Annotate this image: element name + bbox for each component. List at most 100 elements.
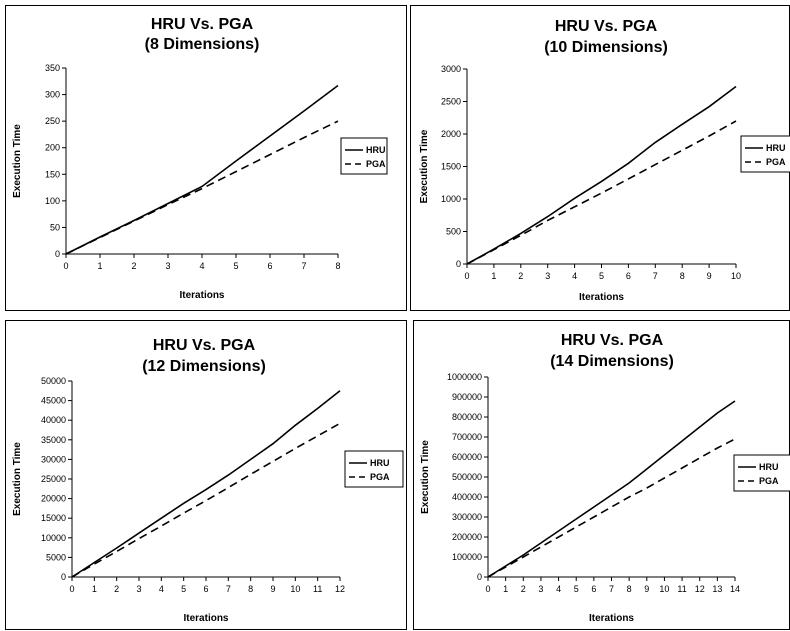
chart-subtitle: (8 Dimensions): [145, 36, 260, 53]
y-tick-label: 0: [61, 572, 66, 582]
chart-title: HRU Vs. PGA: [561, 332, 664, 349]
y-tick-label: 50000: [41, 376, 66, 386]
y-tick-label: 1000000: [447, 372, 482, 382]
x-tick-label: 8: [248, 584, 253, 594]
series-line-hru: [65, 84, 339, 255]
series-line-hru: [71, 390, 341, 578]
legend-label-pga: PGA: [370, 472, 390, 482]
x-tick-label: 0: [464, 271, 469, 281]
chart-14-dimensions: HRU Vs. PGA (14 Dimensions) 0 100000 200000 3…: [420, 332, 790, 624]
chart-title: HRU Vs. PGA: [153, 337, 256, 354]
x-tick-label: 11: [677, 584, 686, 594]
legend-label-hru: HRU: [366, 145, 386, 155]
x-tick-label: 12: [695, 584, 705, 594]
x-tick-label: 1: [503, 584, 508, 594]
x-tick-label: 1: [92, 584, 97, 594]
x-tick-label: 4: [556, 584, 561, 594]
x-tick-label: 8: [680, 271, 685, 281]
chart-subtitle: (12 Dimensions): [142, 358, 266, 375]
x-tick-label: 9: [644, 584, 649, 594]
legend-label-pga: PGA: [366, 159, 386, 169]
y-axis-label: Execution Time: [420, 440, 431, 514]
x-tick-label: 7: [301, 261, 306, 271]
y-tick-label: 800000: [452, 412, 482, 422]
x-tick-label: 3: [136, 584, 141, 594]
x-tick-label: 8: [335, 261, 340, 271]
x-tick-label: 6: [591, 584, 596, 594]
y-tick-label: 40000: [41, 415, 66, 425]
series-line-pga: [71, 422, 341, 578]
y-axis-label: Execution Time: [12, 124, 23, 198]
y-tick-label: 2000: [441, 129, 461, 139]
x-tick-label: 13: [712, 584, 722, 594]
x-tick-label: 0: [63, 261, 68, 271]
chart-panel-10-dimensions: HRU Vs. PGA (10 Dimensions) 0 500 1000 1500 20…: [410, 5, 790, 311]
y-tick-label: 200: [45, 143, 60, 153]
y-tick-label: 500000: [452, 472, 482, 482]
y-axis-label: Execution Time: [12, 442, 23, 516]
y-tick-label: 500: [446, 227, 461, 237]
x-tick-label: 6: [203, 584, 208, 594]
y-tick-label: 700000: [452, 432, 482, 442]
x-tick-label: 7: [609, 584, 614, 594]
y-tick-label: 15000: [41, 513, 66, 523]
y-tick-label: 1500: [441, 162, 461, 172]
legend-label-pga: PGA: [766, 157, 786, 167]
legend-label-hru: HRU: [370, 458, 390, 468]
x-tick-label: 9: [707, 271, 712, 281]
y-tick-label: 900000: [452, 392, 482, 402]
chart-panel-8-dimensions: HRU Vs. PGA (8 Dimensions) 0 50 100 150 200 250…: [5, 5, 407, 311]
y-tick-label: 100000: [452, 552, 482, 562]
y-tick-label: 0: [477, 572, 482, 582]
legend-box: [344, 450, 404, 488]
legend-box: [340, 137, 388, 175]
y-tick-label: 35000: [41, 435, 66, 445]
y-tick-label: 30000: [41, 454, 66, 464]
legend-box: [733, 454, 790, 492]
x-tick-label: 5: [181, 584, 186, 594]
legend-box: [740, 135, 790, 173]
x-tick-label: 7: [226, 584, 231, 594]
series-line-pga: [65, 120, 339, 255]
y-axis-label: Execution Time: [419, 129, 430, 203]
x-tick-label: 7: [653, 271, 658, 281]
x-tick-label: 2: [521, 584, 526, 594]
x-tick-label: 2: [114, 584, 119, 594]
x-axis-label: Iterations: [179, 290, 224, 301]
x-tick-label: 10: [290, 584, 300, 594]
x-tick-label: 12: [335, 584, 345, 594]
x-tick-label: 5: [233, 261, 238, 271]
x-tick-label: 3: [545, 271, 550, 281]
y-tick-label: 5000: [46, 552, 66, 562]
x-tick-label: 0: [69, 584, 74, 594]
series-line-hru: [487, 400, 736, 578]
x-tick-label: 6: [267, 261, 272, 271]
y-tick-label: 200000: [452, 532, 482, 542]
y-tick-label: 50: [50, 222, 60, 232]
x-tick-label: 11: [313, 584, 322, 594]
series-line-pga: [466, 120, 737, 265]
y-tick-label: 400000: [452, 492, 482, 502]
y-tick-label: 2500: [441, 97, 461, 107]
y-tick-label: 250: [45, 116, 60, 126]
x-tick-label: 14: [730, 584, 740, 594]
chart-title: HRU Vs. PGA: [555, 18, 658, 35]
y-tick-label: 150: [45, 169, 60, 179]
x-tick-label: 0: [485, 584, 490, 594]
chart-12-dimensions: HRU Vs. PGA(12 Dimensions)05000100001500…: [12, 337, 404, 624]
series-line-pga: [487, 438, 736, 578]
legend-label-hru: HRU: [759, 462, 779, 472]
x-tick-label: 5: [574, 584, 579, 594]
chart-title: HRU Vs. PGA: [151, 16, 254, 33]
chart-subtitle: (10 Dimensions): [544, 39, 668, 56]
series-line-hru: [466, 85, 737, 265]
x-axis-label: Iterations: [589, 613, 634, 624]
x-tick-label: 10: [659, 584, 669, 594]
x-tick-label: 9: [270, 584, 275, 594]
y-tick-label: 10000: [41, 533, 66, 543]
chart-subtitle: (14 Dimensions): [550, 353, 674, 370]
x-tick-label: 3: [538, 584, 543, 594]
y-tick-label: 0: [55, 249, 60, 259]
x-tick-label: 1: [97, 261, 102, 271]
legend-label-pga: PGA: [759, 476, 779, 486]
